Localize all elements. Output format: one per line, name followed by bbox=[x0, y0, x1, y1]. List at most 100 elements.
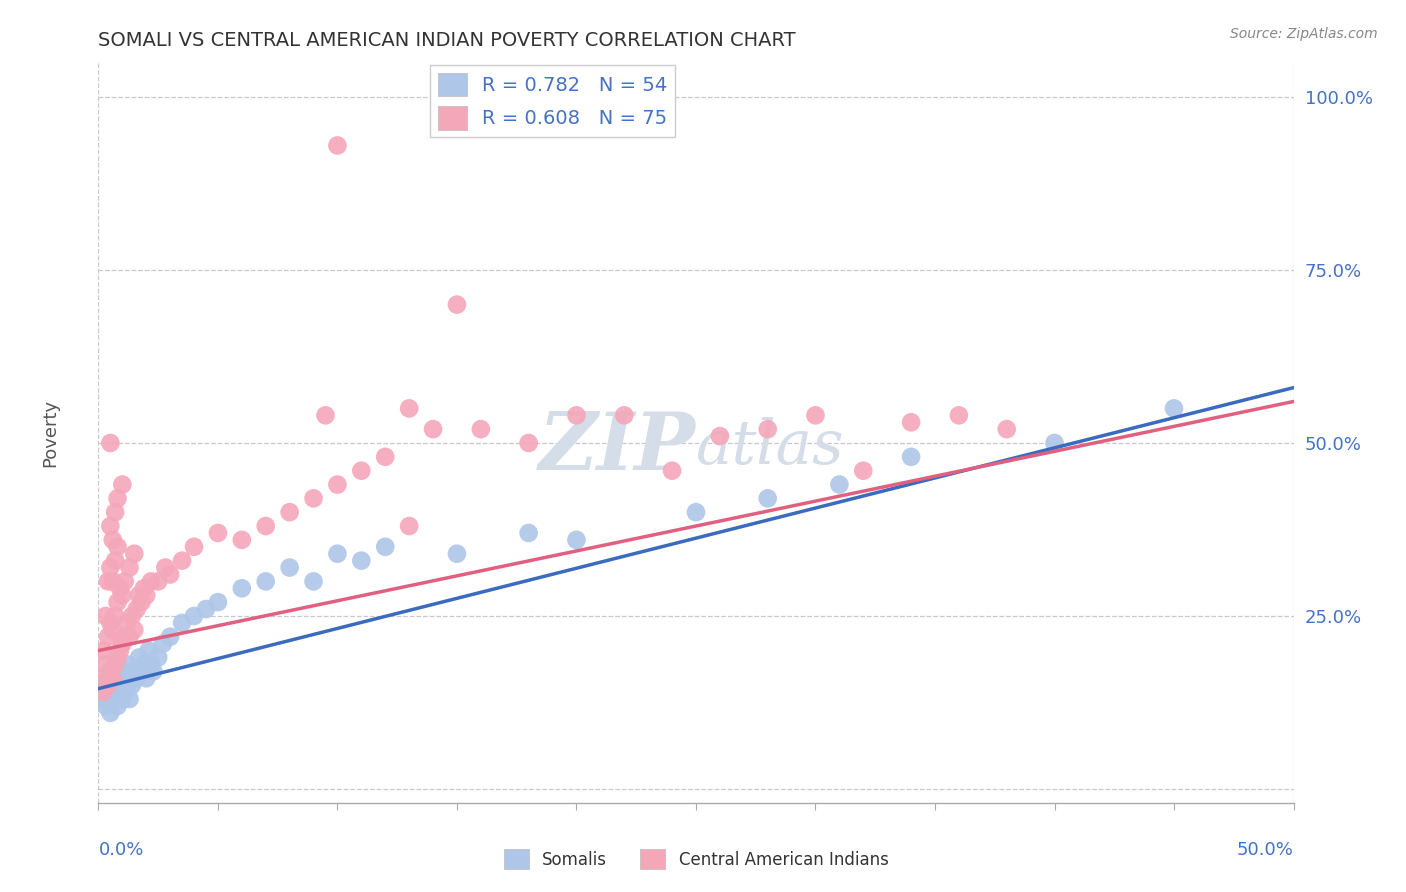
Point bbox=[115, 678, 138, 692]
Point bbox=[107, 491, 129, 506]
Point bbox=[613, 409, 636, 423]
Point bbox=[142, 665, 165, 679]
Point bbox=[107, 650, 129, 665]
Point bbox=[132, 582, 155, 596]
Point bbox=[131, 665, 153, 679]
Point bbox=[139, 657, 162, 672]
Point bbox=[107, 540, 129, 554]
Point bbox=[139, 574, 162, 589]
Point bbox=[101, 574, 124, 589]
Point bbox=[90, 692, 112, 706]
Point bbox=[254, 519, 277, 533]
Point bbox=[107, 595, 129, 609]
Point bbox=[172, 554, 194, 568]
Point bbox=[1043, 436, 1066, 450]
Point bbox=[98, 560, 122, 574]
Point bbox=[114, 685, 136, 699]
Point bbox=[104, 505, 127, 519]
Text: SOMALI VS CENTRAL AMERICAN INDIAN POVERTY CORRELATION CHART: SOMALI VS CENTRAL AMERICAN INDIAN POVERT… bbox=[98, 31, 796, 50]
Point bbox=[124, 623, 146, 637]
Point bbox=[94, 698, 117, 713]
Point bbox=[115, 657, 138, 672]
Point bbox=[207, 595, 229, 609]
Point bbox=[148, 650, 170, 665]
Point bbox=[98, 706, 122, 720]
Point bbox=[326, 547, 349, 561]
Point bbox=[114, 665, 136, 679]
Point bbox=[159, 630, 181, 644]
Point bbox=[756, 422, 779, 436]
Point bbox=[900, 415, 922, 429]
Point bbox=[517, 436, 540, 450]
Point bbox=[207, 525, 229, 540]
Point bbox=[101, 671, 124, 685]
Text: 50.0%: 50.0% bbox=[1237, 840, 1294, 859]
Point bbox=[470, 422, 492, 436]
Point bbox=[183, 540, 205, 554]
Point bbox=[97, 678, 120, 692]
Point bbox=[104, 665, 127, 679]
Point bbox=[91, 643, 114, 657]
Point bbox=[350, 464, 373, 478]
Point bbox=[302, 574, 325, 589]
Point bbox=[121, 678, 143, 692]
Point bbox=[98, 615, 122, 630]
Point bbox=[108, 685, 131, 699]
Point bbox=[97, 630, 120, 644]
Text: atlas: atlas bbox=[696, 417, 845, 477]
Point bbox=[231, 533, 253, 547]
Point bbox=[114, 574, 136, 589]
Point bbox=[121, 609, 143, 624]
Point bbox=[128, 588, 150, 602]
Point bbox=[172, 615, 194, 630]
Point bbox=[302, 491, 325, 506]
Point bbox=[446, 297, 468, 311]
Point bbox=[231, 582, 253, 596]
Point bbox=[108, 582, 131, 596]
Point bbox=[565, 533, 588, 547]
Point bbox=[118, 560, 141, 574]
Point bbox=[111, 637, 134, 651]
Point bbox=[114, 630, 136, 644]
Point bbox=[128, 650, 150, 665]
Legend: Somalis, Central American Indians: Somalis, Central American Indians bbox=[496, 842, 896, 876]
Point bbox=[98, 665, 122, 679]
Point bbox=[315, 409, 337, 423]
Point bbox=[118, 671, 141, 685]
Point bbox=[422, 422, 444, 436]
Point bbox=[152, 637, 174, 651]
Point bbox=[131, 595, 153, 609]
Point bbox=[995, 422, 1018, 436]
Point bbox=[94, 609, 117, 624]
Point bbox=[111, 477, 134, 491]
Point bbox=[138, 643, 160, 657]
Point bbox=[326, 138, 349, 153]
Point bbox=[398, 519, 420, 533]
Point bbox=[852, 464, 875, 478]
Point bbox=[350, 554, 373, 568]
Point bbox=[155, 560, 177, 574]
Point bbox=[107, 678, 129, 692]
Point bbox=[104, 609, 127, 624]
Point bbox=[98, 436, 122, 450]
Point bbox=[195, 602, 218, 616]
Point bbox=[446, 547, 468, 561]
Point bbox=[132, 657, 155, 672]
Point bbox=[278, 505, 301, 519]
Point bbox=[101, 533, 124, 547]
Point bbox=[101, 623, 124, 637]
Text: Poverty: Poverty bbox=[42, 399, 59, 467]
Point bbox=[107, 698, 129, 713]
Text: Source: ZipAtlas.com: Source: ZipAtlas.com bbox=[1230, 27, 1378, 41]
Text: ZIP: ZIP bbox=[538, 409, 696, 486]
Point bbox=[97, 671, 120, 685]
Point bbox=[565, 409, 588, 423]
Point bbox=[115, 615, 138, 630]
Point bbox=[278, 560, 301, 574]
Point bbox=[900, 450, 922, 464]
Point bbox=[135, 588, 157, 602]
Point bbox=[90, 671, 112, 685]
Point bbox=[111, 588, 134, 602]
Point bbox=[1163, 401, 1185, 416]
Point bbox=[685, 505, 707, 519]
